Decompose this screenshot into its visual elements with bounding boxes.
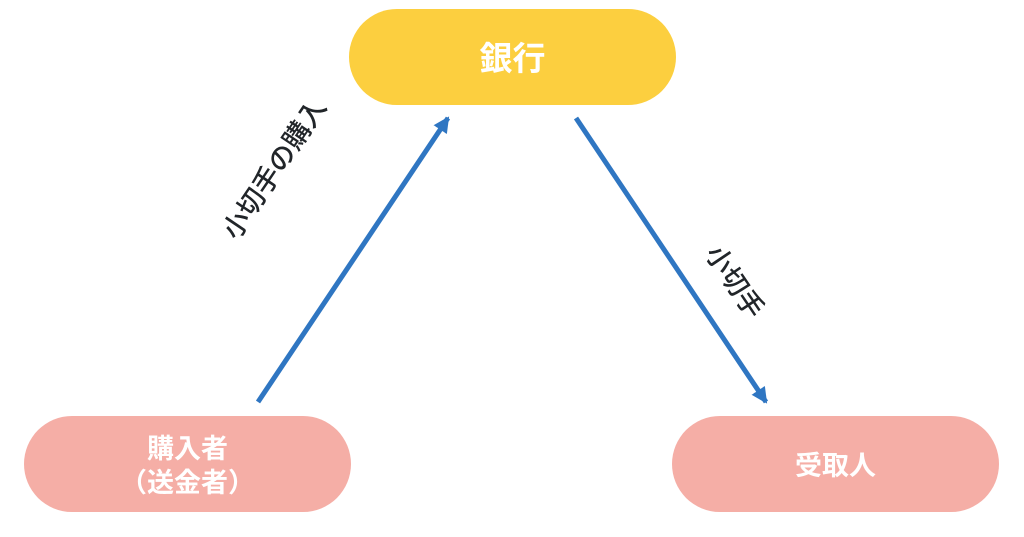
node-bank: 銀行 [349, 9, 676, 105]
diagram-stage: 銀行 購入者 （送金者） 受取人 小切手の購入 小切手 [0, 0, 1024, 537]
edge-label-left-text: 小切手の購入 [211, 90, 334, 246]
edge-label-right: 小切手 [698, 236, 776, 325]
edge-label-left: 小切手の購入 [211, 90, 334, 246]
node-buyer: 購入者 （送金者） [24, 416, 351, 512]
node-receiver-label: 受取人 [795, 447, 876, 481]
node-receiver: 受取人 [672, 416, 999, 512]
node-buyer-label: 購入者 （送金者） [120, 430, 255, 498]
node-bank-label: 銀行 [480, 36, 546, 77]
edge-label-right-text: 小切手 [698, 236, 776, 325]
